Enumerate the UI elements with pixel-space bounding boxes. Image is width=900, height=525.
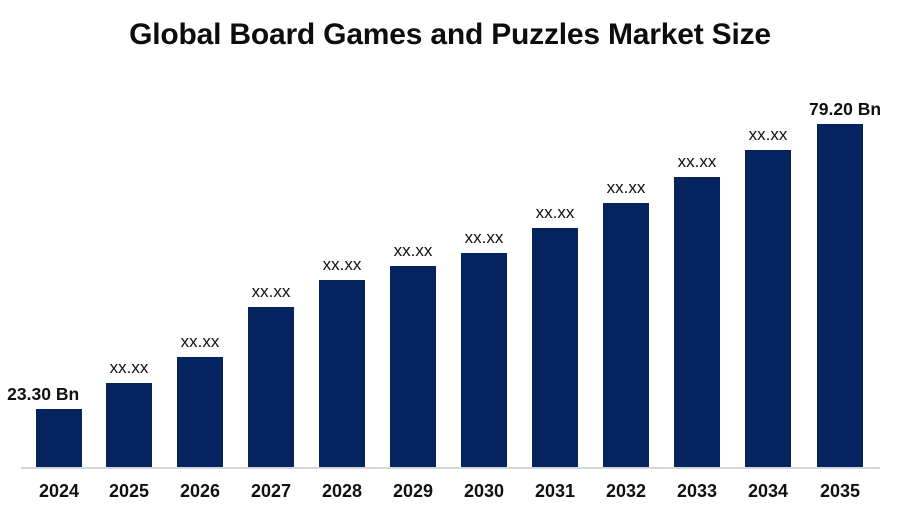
bar[interactable] — [248, 307, 294, 467]
bar-group: xx.xx 2029 — [390, 0, 436, 525]
bar[interactable] — [461, 253, 507, 467]
x-tick-label: 2032 — [605, 481, 647, 501]
x-tick-label: 2025 — [108, 481, 150, 501]
bar-value-label: xx.xx — [393, 241, 433, 260]
x-axis-line — [21, 467, 880, 469]
bar[interactable] — [106, 383, 152, 467]
bar-value-label: 79.20 Bn — [809, 99, 882, 119]
bar-group: xx.xx 2025 — [106, 0, 152, 525]
x-tick-label: 2034 — [747, 481, 789, 501]
bar[interactable] — [319, 280, 365, 467]
page-title: Global Board Games and Puzzles Market Si… — [129, 18, 771, 51]
bar[interactable] — [177, 357, 223, 467]
bar-value-label: xx.xx — [464, 228, 504, 247]
bar-group: 79.20 Bn 2035 — [809, 0, 881, 525]
bar-group: xx.xx 2026 — [177, 0, 223, 525]
bar-value-label: xx.xx — [251, 282, 291, 301]
bar-group: xx.xx 2027 — [248, 0, 294, 525]
bar[interactable] — [674, 177, 720, 467]
bar-group: xx.xx 2032 — [603, 0, 649, 525]
x-tick-label: 2026 — [179, 481, 221, 501]
bar-value-label: xx.xx — [748, 125, 788, 144]
x-tick-label: 2030 — [463, 481, 505, 501]
bar-value-label: xx.xx — [322, 255, 362, 274]
bar[interactable] — [603, 203, 649, 467]
bar[interactable] — [532, 228, 578, 467]
bar-group: xx.xx 2034 — [745, 0, 791, 525]
bar-group: xx.xx 2033 — [674, 0, 720, 525]
bar-value-label: 23.30 Bn — [7, 384, 80, 404]
x-tick-label: 2033 — [676, 481, 718, 501]
x-tick-label: 2031 — [534, 481, 576, 501]
bar-group: xx.xx 2030 — [461, 0, 507, 525]
bar-value-label: xx.xx — [606, 178, 646, 197]
bar[interactable] — [817, 124, 863, 467]
bar-group: xx.xx 2028 — [319, 0, 365, 525]
bar-value-label: xx.xx — [109, 358, 149, 377]
bar[interactable] — [36, 409, 82, 467]
x-tick-label: 2028 — [321, 481, 363, 501]
x-tick-label: 2029 — [392, 481, 434, 501]
bar[interactable] — [390, 266, 436, 467]
x-tick-label: 2024 — [38, 481, 80, 501]
bar-value-label: xx.xx — [180, 332, 220, 351]
bar-value-label: xx.xx — [535, 203, 575, 222]
bar-group: xx.xx 2031 — [532, 0, 578, 525]
x-tick-label: 2035 — [819, 481, 861, 501]
bar-group: 23.30 Bn 2024 — [7, 0, 82, 525]
bar-value-label: xx.xx — [677, 152, 717, 171]
bar[interactable] — [745, 150, 791, 467]
x-tick-label: 2027 — [250, 481, 292, 501]
